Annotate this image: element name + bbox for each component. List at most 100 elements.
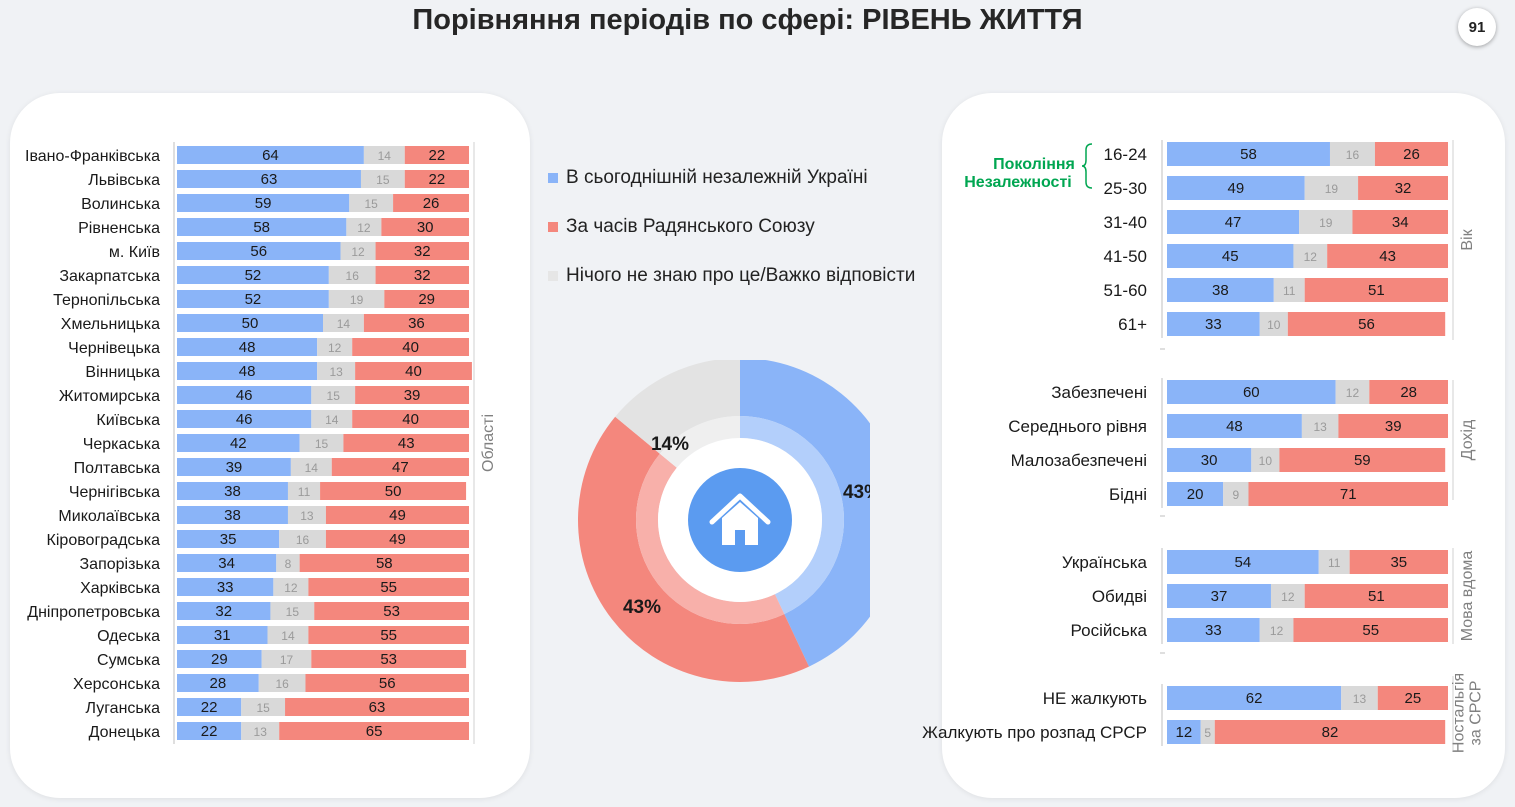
bar-dontknow-9 bbox=[317, 362, 356, 380]
bar-dontknow-5 bbox=[328, 266, 376, 284]
bar-today-0-4 bbox=[1167, 278, 1274, 302]
bar-label-today-2: 59 bbox=[255, 195, 272, 212]
bar-label-dontknow-4: 12 bbox=[351, 245, 365, 259]
bar-label-today-1-2: 30 bbox=[1201, 452, 1218, 469]
bar-label-soviet-0-0: 26 bbox=[1403, 146, 1420, 163]
bar-today-20 bbox=[177, 626, 268, 644]
bar-label-dontknow-1-2: 10 bbox=[1259, 454, 1273, 468]
legend-item-dontknow: Нічого не знаю про це/Важко відповісти bbox=[548, 263, 915, 288]
legend-label-soviet: За часів Радянського Союзу bbox=[566, 215, 815, 237]
bar-today-1-2 bbox=[1167, 448, 1252, 472]
bar-soviet-2-2 bbox=[1293, 618, 1448, 642]
bar-label-soviet-20: 55 bbox=[380, 627, 397, 644]
bar-today-9 bbox=[177, 362, 318, 380]
donut-inner-today bbox=[740, 416, 844, 615]
category-label: Забезпечені bbox=[1051, 383, 1147, 402]
bar-label-dontknow-5: 16 bbox=[346, 269, 360, 283]
bar-label-dontknow-0-4: 11 bbox=[1283, 284, 1296, 298]
bar-label-soviet-0: 22 bbox=[429, 147, 446, 164]
bar-label-today-16: 35 bbox=[220, 531, 237, 548]
bar-label-soviet-7: 36 bbox=[408, 315, 425, 332]
bar-label-dontknow-0-5: 10 bbox=[1267, 318, 1281, 332]
bar-label-dontknow-13: 14 bbox=[305, 461, 319, 475]
donut-label-soviet: 43% bbox=[623, 597, 661, 618]
bar-label-dontknow-8: 12 bbox=[328, 341, 342, 355]
legend-label-today: В сьогоднішній незалежній Україні bbox=[566, 166, 868, 188]
bar-dontknow-3 bbox=[346, 218, 382, 236]
category-label: Російська bbox=[1071, 621, 1148, 640]
category-label: Малозабезпечені bbox=[1011, 451, 1147, 470]
bar-label-soviet-3: 30 bbox=[417, 219, 434, 236]
bar-today-11 bbox=[177, 410, 312, 428]
bar-dontknow-3-0 bbox=[1341, 686, 1378, 710]
bar-soviet-3-1 bbox=[1214, 720, 1446, 744]
region-label: Черкаська bbox=[83, 436, 160, 453]
bar-dontknow-22 bbox=[258, 674, 306, 692]
bar-today-15 bbox=[177, 506, 288, 524]
region-label: Рівненська bbox=[78, 220, 160, 237]
bar-label-today-13: 39 bbox=[226, 459, 243, 476]
bar-label-today-18: 33 bbox=[217, 579, 234, 596]
donut-label-today: 43% bbox=[843, 482, 870, 503]
bar-label-dontknow-16: 16 bbox=[296, 533, 310, 547]
bar-label-soviet-2-2: 55 bbox=[1362, 622, 1379, 639]
bar-soviet-11 bbox=[352, 410, 469, 428]
bar-dontknow-8 bbox=[317, 338, 353, 356]
bar-dontknow-6 bbox=[328, 290, 385, 308]
bar-soviet-2 bbox=[393, 194, 469, 212]
bar-label-today-4: 56 bbox=[250, 243, 267, 260]
bar-today-19 bbox=[177, 602, 271, 620]
bar-today-2-1 bbox=[1167, 584, 1271, 608]
bar-soviet-0-5 bbox=[1287, 312, 1446, 336]
bar-dontknow-14 bbox=[287, 482, 321, 500]
category-label: Українська bbox=[1062, 553, 1148, 572]
bar-label-today-7: 50 bbox=[242, 315, 259, 332]
bar-label-dontknow-0-2: 19 bbox=[1319, 216, 1333, 230]
bar-label-dontknow-2-1: 12 bbox=[1281, 590, 1295, 604]
legend-swatch-dontknow bbox=[548, 270, 558, 281]
bar-today-2 bbox=[177, 194, 350, 212]
bar-today-1-1 bbox=[1167, 414, 1302, 438]
bar-soviet-1 bbox=[404, 170, 469, 188]
bar-label-dontknow-14: 11 bbox=[298, 485, 311, 499]
bar-label-today-1-3: 20 bbox=[1187, 486, 1204, 503]
bar-label-today-1-0: 60 bbox=[1243, 384, 1260, 401]
bar-label-dontknow-1-3: 9 bbox=[1233, 488, 1240, 502]
region-label: Закарпатська bbox=[59, 268, 160, 285]
bar-label-soviet-1-3: 71 bbox=[1340, 486, 1357, 503]
bar-today-1-0 bbox=[1167, 380, 1336, 404]
bar-dontknow-2-0 bbox=[1318, 550, 1350, 574]
category-label: 16-24 bbox=[1104, 145, 1147, 164]
category-label: 31-40 bbox=[1104, 213, 1147, 232]
bar-label-today-8: 48 bbox=[239, 339, 256, 356]
bar-soviet-1-0 bbox=[1369, 380, 1448, 404]
donut-inner-soviet bbox=[636, 453, 785, 624]
donut-slice-soviet bbox=[578, 416, 809, 682]
legend-item-today: В сьогоднішній незалежній Україні bbox=[548, 165, 915, 190]
bar-dontknow-1-2 bbox=[1251, 448, 1280, 472]
bar-today-3-1 bbox=[1167, 720, 1201, 744]
bar-today-5 bbox=[177, 266, 329, 284]
bar-dontknow-7 bbox=[323, 314, 364, 332]
bar-soviet-13 bbox=[331, 458, 469, 476]
region-label: Волинська bbox=[81, 196, 160, 213]
bar-label-today-3: 58 bbox=[253, 219, 270, 236]
bar-label-today-5: 52 bbox=[245, 267, 262, 284]
bar-today-1-3 bbox=[1167, 482, 1224, 506]
donut-chart: 43% 43% 14% bbox=[578, 360, 870, 682]
donut-inner-dontknow bbox=[659, 416, 740, 468]
bar-label-dontknow-3-0: 13 bbox=[1353, 692, 1367, 706]
bar-dontknow-1-1 bbox=[1301, 414, 1339, 438]
bar-today-0-5 bbox=[1167, 312, 1260, 336]
bar-label-dontknow-3-1: 5 bbox=[1204, 726, 1211, 740]
bar-label-today-11: 46 bbox=[236, 411, 253, 428]
bar-dontknow-16 bbox=[279, 530, 326, 548]
bar-soviet-16 bbox=[325, 530, 469, 548]
generation-bracket bbox=[1081, 143, 1093, 189]
legend: В сьогоднішній незалежній Україні За час… bbox=[548, 165, 915, 312]
bar-soviet-18 bbox=[308, 578, 469, 596]
bar-today-24 bbox=[177, 722, 242, 740]
bar-soviet-21 bbox=[311, 650, 467, 668]
bar-label-soviet-12: 43 bbox=[398, 435, 415, 452]
